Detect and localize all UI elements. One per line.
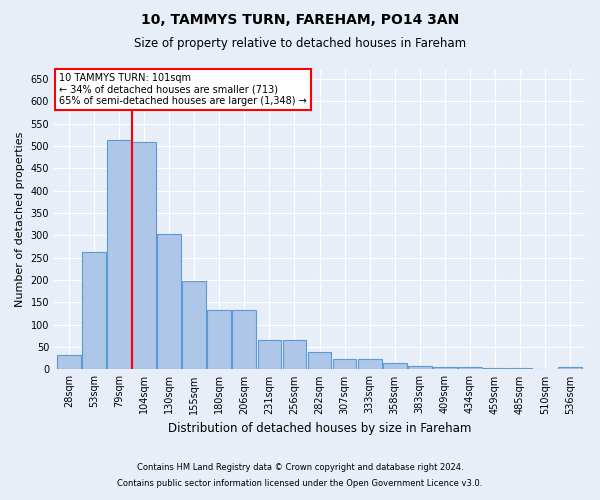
Bar [408, 366, 431, 370]
Bar [182, 282, 206, 370]
Bar [458, 367, 482, 370]
Bar [107, 140, 131, 370]
Bar [208, 310, 231, 370]
Bar [483, 368, 507, 370]
Bar [82, 252, 106, 370]
Text: 10, TAMMYS TURN, FAREHAM, PO14 3AN: 10, TAMMYS TURN, FAREHAM, PO14 3AN [141, 12, 459, 26]
Text: Size of property relative to detached houses in Fareham: Size of property relative to detached ho… [134, 38, 466, 51]
Bar [508, 368, 532, 370]
Bar [383, 362, 407, 370]
Text: Contains public sector information licensed under the Open Government Licence v3: Contains public sector information licen… [118, 478, 482, 488]
Bar [57, 354, 81, 370]
Bar [157, 234, 181, 370]
Bar [283, 340, 307, 370]
Text: 10 TAMMYS TURN: 101sqm
← 34% of detached houses are smaller (713)
65% of semi-de: 10 TAMMYS TURN: 101sqm ← 34% of detached… [59, 73, 307, 106]
Bar [433, 367, 457, 370]
Bar [533, 368, 557, 370]
Bar [232, 310, 256, 370]
Bar [308, 352, 331, 370]
Bar [558, 367, 582, 370]
Y-axis label: Number of detached properties: Number of detached properties [15, 132, 25, 308]
Bar [332, 358, 356, 370]
X-axis label: Distribution of detached houses by size in Fareham: Distribution of detached houses by size … [168, 422, 471, 435]
Bar [358, 358, 382, 370]
Bar [257, 340, 281, 370]
Text: Contains HM Land Registry data © Crown copyright and database right 2024.: Contains HM Land Registry data © Crown c… [137, 464, 463, 472]
Bar [133, 142, 156, 370]
